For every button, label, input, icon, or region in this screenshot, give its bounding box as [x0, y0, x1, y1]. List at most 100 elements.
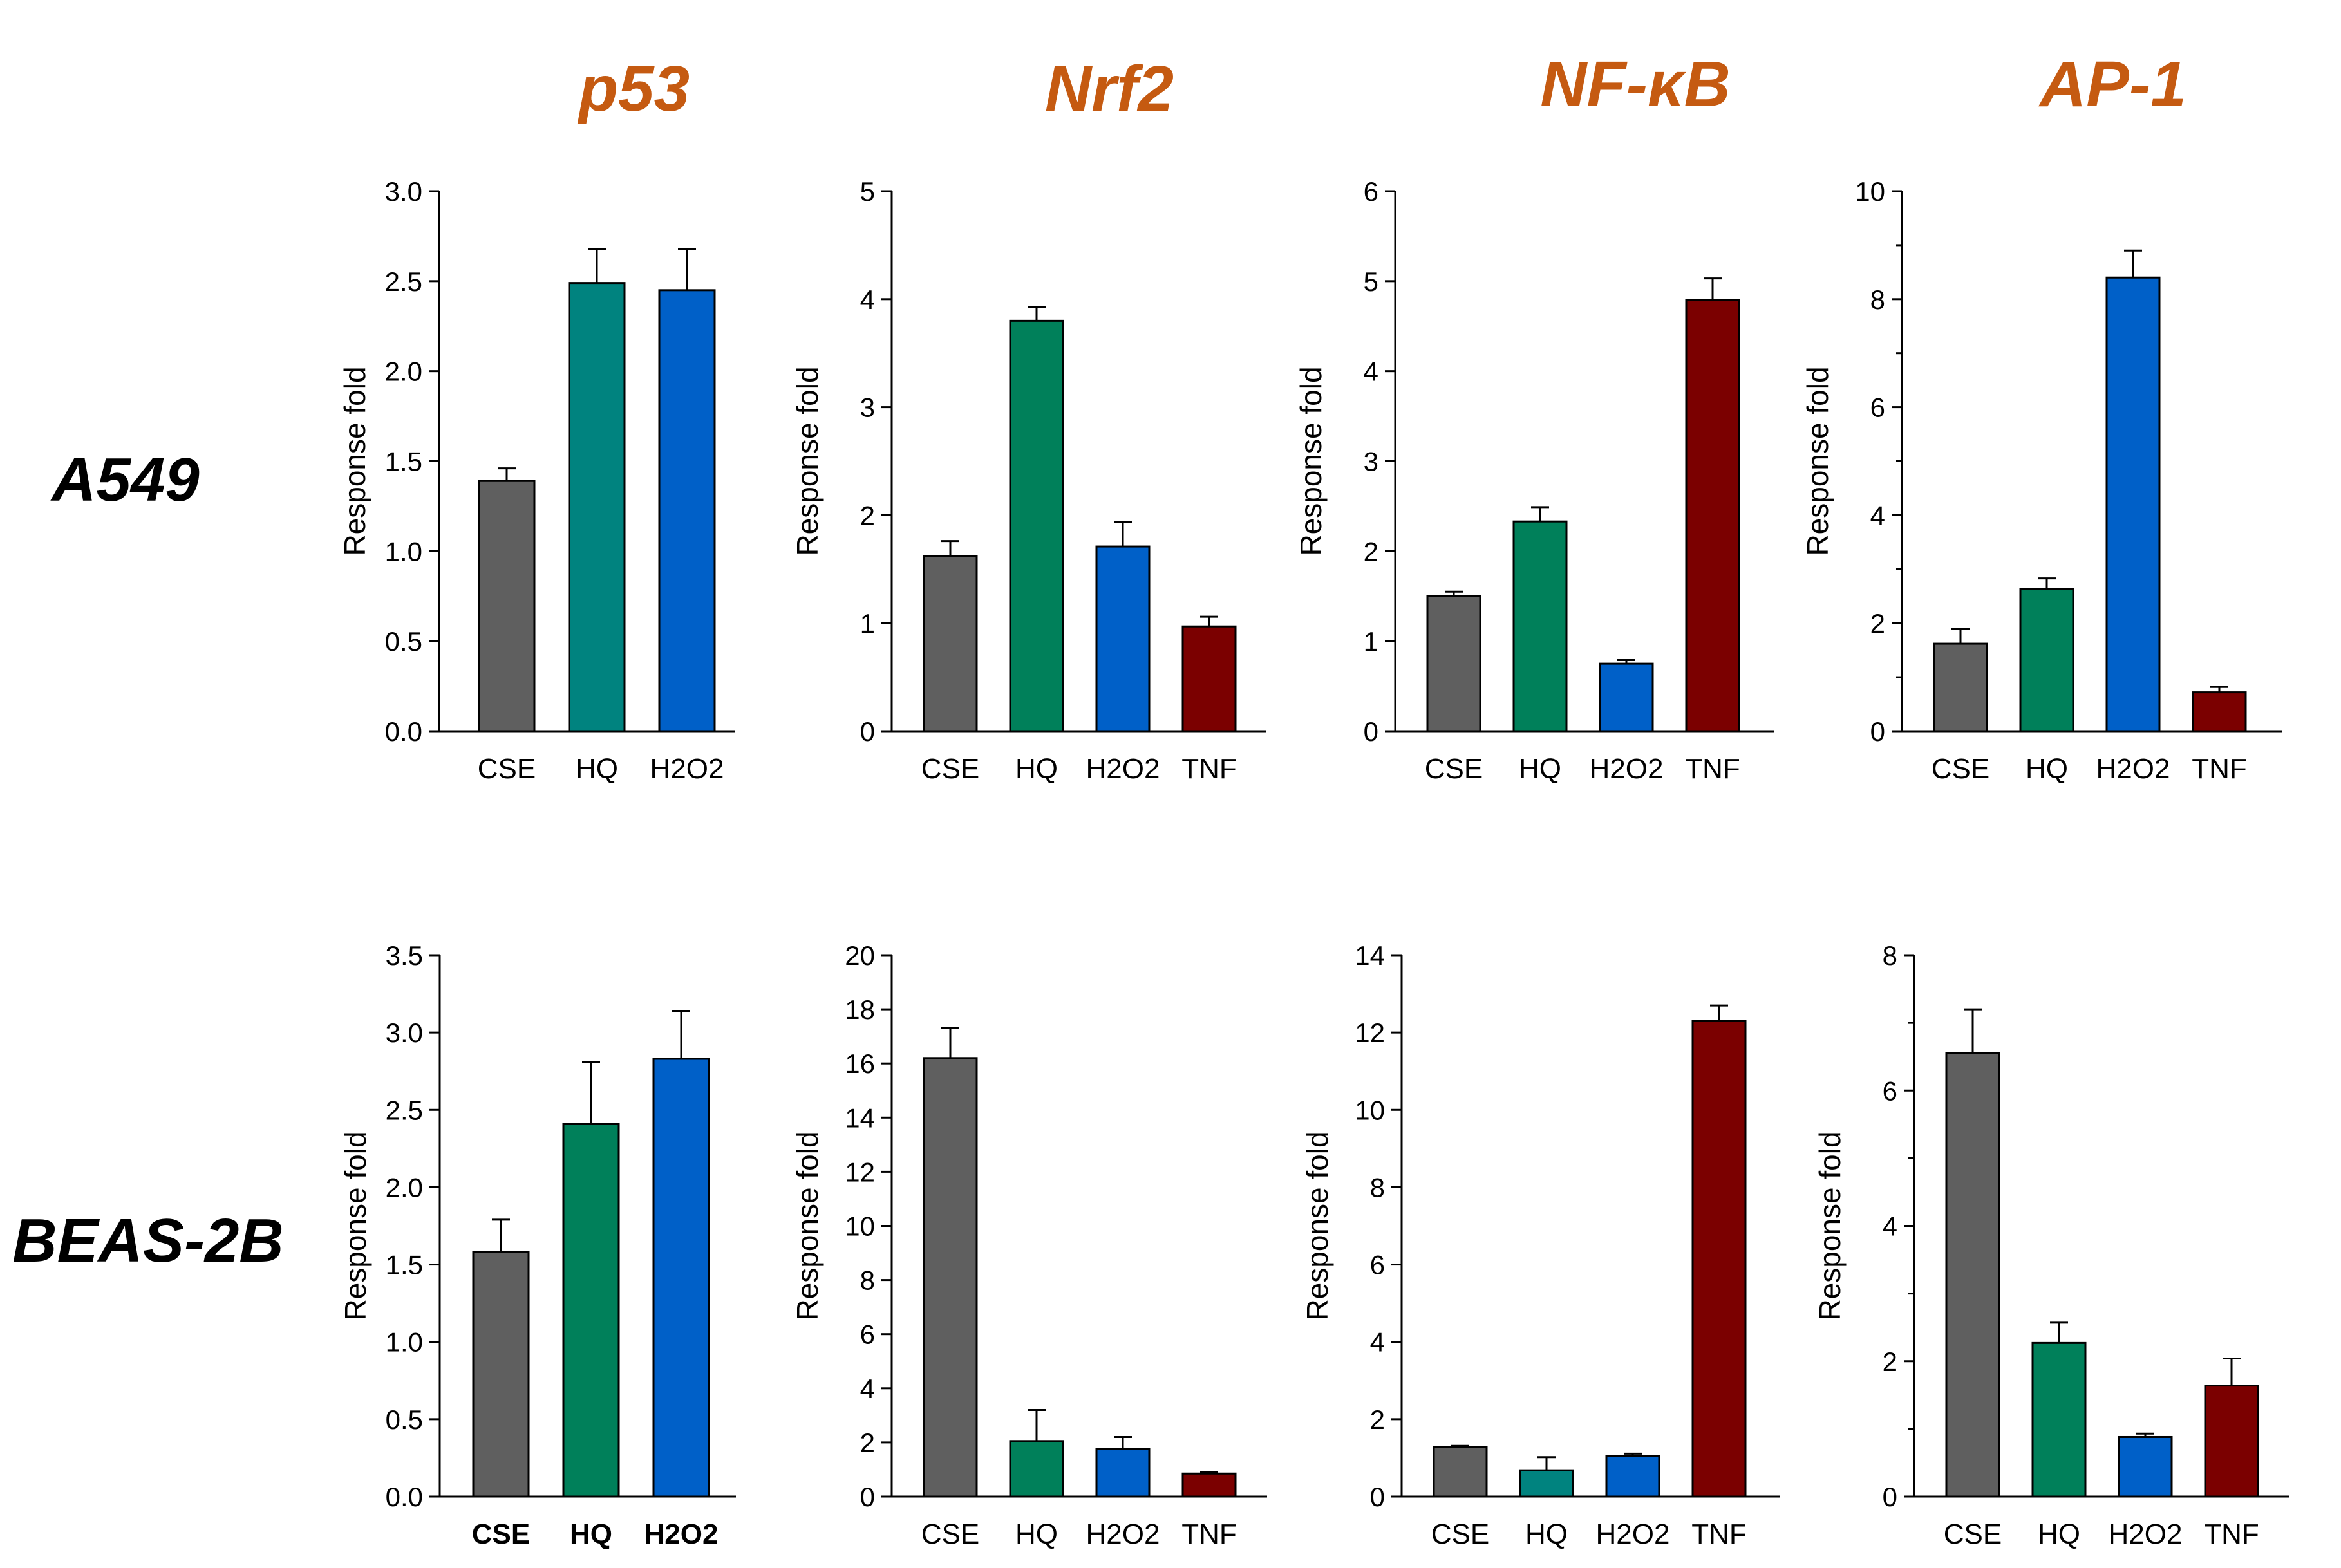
y-tick-label: 3 — [1364, 447, 1378, 477]
y-tick-label: 12 — [845, 1157, 875, 1187]
y-tick-label: 2.0 — [386, 1172, 423, 1202]
x-category-label: CSE — [472, 1518, 530, 1550]
y-tick-label: 2 — [1883, 1347, 1897, 1377]
y-tick-label: 2 — [1364, 536, 1378, 566]
y-axis-label: Response fold — [339, 1131, 372, 1320]
y-tick-label: 1.5 — [386, 1250, 423, 1280]
y-tick-label: 6 — [1870, 393, 1885, 423]
bar-cse — [1433, 1446, 1488, 1498]
y-tick-label: 16 — [845, 1049, 875, 1079]
y-tick-label: 0 — [860, 716, 875, 747]
x-category-label: TNF — [1181, 1518, 1237, 1550]
bar-hq — [1512, 520, 1568, 733]
y-tick-label: 0 — [1883, 1482, 1897, 1512]
y-tick-label: 3 — [860, 393, 875, 423]
x-category-label: H2O2 — [2109, 1518, 2183, 1550]
x-category-label: HQ — [2038, 1518, 2080, 1550]
y-tick-label: 8 — [860, 1265, 875, 1296]
bar-h2o2 — [658, 289, 716, 733]
x-category-label: H2O2 — [650, 753, 724, 785]
y-tick-label: 6 — [1364, 176, 1378, 207]
bar-tnf — [1181, 1472, 1237, 1498]
y-tick-label: 0.5 — [385, 626, 422, 657]
x-category-label: H2O2 — [1596, 1518, 1670, 1550]
y-axis-label: Response fold — [791, 366, 824, 555]
y-tick-label: 6 — [1883, 1076, 1897, 1106]
x-category-label: CSE — [1431, 1518, 1489, 1550]
bar-h2o2 — [2118, 1435, 2173, 1498]
y-tick-label: 20 — [845, 940, 875, 971]
y-tick-label: 18 — [845, 994, 875, 1025]
y-tick-label: 3.0 — [385, 176, 422, 207]
x-category-label: CSE — [1944, 1518, 2002, 1550]
bar-hq — [562, 1123, 620, 1498]
y-tick-label: 1 — [860, 608, 875, 639]
x-category-label: TNF — [2204, 1518, 2259, 1550]
y-tick-label: 8 — [1370, 1172, 1385, 1202]
panel-nfkb-a549: 0 1 2 3 4 5 6 Response fold CSE HQ H2O2 TNF — [1294, 176, 1774, 785]
bar-h2o2 — [2105, 276, 2161, 733]
y-tick-label: 2.0 — [385, 357, 422, 387]
y-tick-label: 14 — [1355, 940, 1385, 971]
x-category-label: CSE — [1932, 753, 1989, 785]
y-tick-label: 14 — [845, 1103, 875, 1133]
bar-hq — [1519, 1469, 1574, 1498]
y-tick-label: 4 — [1883, 1211, 1897, 1242]
y-tick-label: 5 — [1364, 266, 1378, 297]
x-category-label: HQ — [2026, 753, 2068, 785]
x-category-label: HQ — [1519, 753, 1561, 785]
bar-cse — [1933, 642, 1988, 733]
x-category-label: H2O2 — [1590, 753, 1664, 785]
y-tick-label: 10 — [1855, 176, 1885, 207]
bar-tnf — [2192, 691, 2247, 733]
y-tick-label: 0 — [860, 1482, 875, 1512]
bar-h2o2 — [1599, 662, 1654, 733]
y-tick-label: 6 — [860, 1320, 875, 1350]
y-tick-label: 2 — [1870, 608, 1885, 639]
y-tick-label: 5 — [860, 176, 875, 207]
y-tick-label: 10 — [845, 1211, 875, 1242]
y-axis-label: Response fold — [1294, 366, 1328, 555]
column-title-nfkb: NF-κB — [1540, 48, 1730, 120]
y-axis-label: Response fold — [338, 366, 371, 555]
x-category-label: HQ — [576, 753, 618, 785]
y-tick-label: 2 — [860, 1428, 875, 1458]
y-tick-label: 2 — [1370, 1405, 1385, 1435]
y-tick-label: 1.0 — [386, 1327, 423, 1358]
y-tick-label: 3.0 — [386, 1018, 423, 1048]
x-category-label: TNF — [1685, 753, 1740, 785]
x-category-label: HQ — [1015, 1518, 1058, 1550]
bar-cse — [1945, 1052, 2000, 1498]
y-tick-label: 0 — [1870, 716, 1885, 747]
y-axis-label: Response fold — [1801, 366, 1834, 555]
bar-hq — [1009, 319, 1064, 733]
y-tick-label: 2 — [860, 500, 875, 530]
x-category-label: CSE — [921, 753, 979, 785]
column-title-nrf2: Nrf2 — [1045, 53, 1174, 125]
x-category-label: H2O2 — [1086, 753, 1160, 785]
y-tick-label: 0 — [1364, 716, 1378, 747]
y-tick-label: 4 — [1364, 357, 1378, 387]
panel-nfkb-beas2b: 0 2 4 6 8 10 12 14 Response fold CSE HQ H2O2 TNF — [1301, 940, 1780, 1550]
y-tick-label: 6 — [1370, 1250, 1385, 1280]
x-category-label: H2O2 — [644, 1518, 719, 1550]
y-tick-label: 8 — [1870, 285, 1885, 315]
bar-hq — [2019, 588, 2074, 733]
y-tick-label: 4 — [1370, 1327, 1385, 1358]
y-tick-label: 12 — [1355, 1018, 1385, 1048]
bar-tnf — [1181, 625, 1237, 733]
y-tick-label: 4 — [1870, 500, 1885, 530]
bar-hq — [2031, 1341, 2087, 1498]
panel-nrf2-beas2b: 0 2 4 6 8 10 12 14 16 18 20 Response fold CSE HQ H2O2 T… — [791, 940, 1267, 1550]
bar-cse — [923, 555, 978, 733]
x-category-label: HQ — [570, 1518, 612, 1550]
x-category-label: TNF — [1691, 1518, 1747, 1550]
x-category-label: CSE — [1425, 753, 1483, 785]
y-tick-label: 2.5 — [385, 266, 422, 297]
y-tick-label: 10 — [1355, 1095, 1385, 1125]
y-tick-label: 1.5 — [385, 447, 422, 477]
y-tick-label: 2.5 — [386, 1095, 423, 1125]
x-category-label: CSE — [921, 1518, 979, 1550]
bar-cse — [1426, 595, 1481, 733]
x-category-label: HQ — [1525, 1518, 1568, 1550]
